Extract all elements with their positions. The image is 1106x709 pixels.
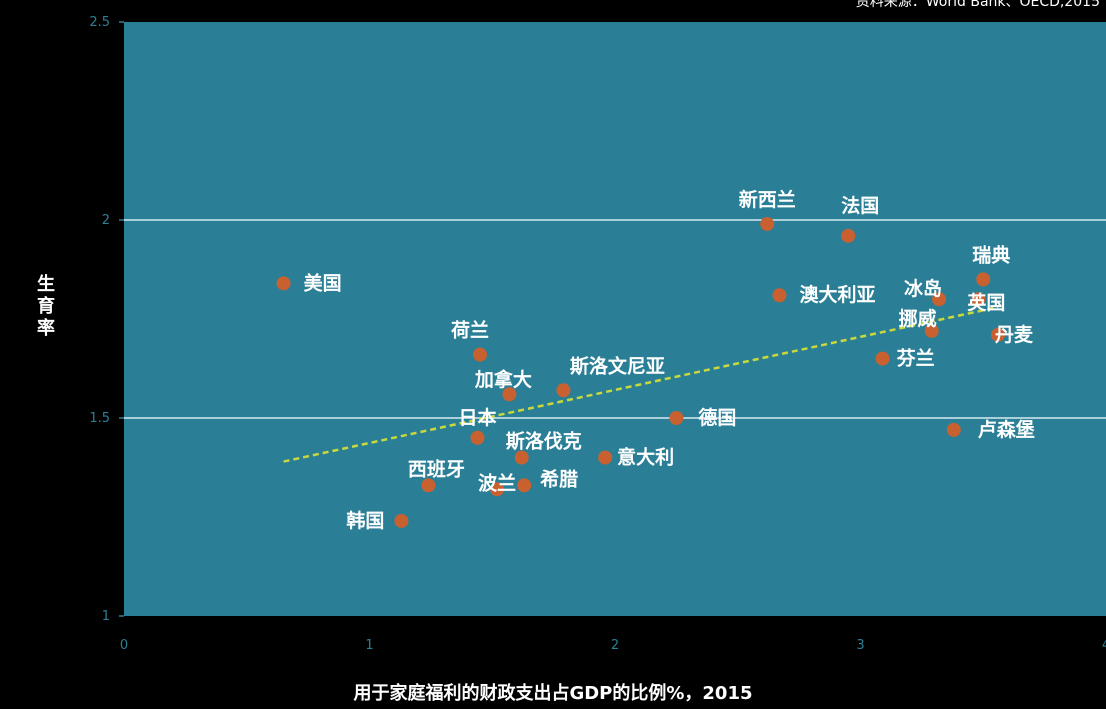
- point-label: 希腊: [540, 467, 578, 490]
- data-point: [276, 276, 291, 291]
- point-label: 丹麦: [995, 323, 1034, 346]
- point-label: 澳大利亚: [799, 283, 875, 306]
- data-point: [990, 327, 1005, 342]
- y-axis-title: 生育率: [37, 273, 55, 339]
- point-label: 波兰: [478, 471, 516, 494]
- data-point: [470, 430, 485, 445]
- point-label: 芬兰: [896, 347, 935, 370]
- y-axis-title-char: 育: [37, 295, 55, 317]
- data-point: [946, 422, 961, 437]
- point-label: 意大利: [617, 446, 674, 469]
- y-tick-label: 2: [102, 213, 110, 228]
- data-point: [598, 450, 613, 465]
- x-tick-label: 0: [120, 638, 128, 653]
- data-point: [841, 228, 856, 243]
- x-axis-title: 用于家庭福利的财政支出占GDP的比例%，2015: [353, 682, 752, 704]
- data-points: [276, 216, 1005, 528]
- data-point: [971, 292, 986, 307]
- data-point: [932, 292, 947, 307]
- y-tick-label: 2.5: [89, 15, 110, 30]
- point-label: 日本: [459, 406, 497, 429]
- data-point: [669, 411, 684, 425]
- x-tick-label: 4: [1102, 638, 1106, 653]
- data-point: [875, 351, 890, 366]
- point-label: 斯洛文尼亚: [570, 354, 665, 377]
- y-axis-title-char: 率: [37, 317, 55, 339]
- point-label: 冰岛: [904, 277, 942, 300]
- point-label: 法国: [841, 194, 879, 217]
- trendline: [283, 305, 999, 463]
- x-tick-label: 3: [856, 638, 864, 653]
- point-label: 西班牙: [408, 457, 465, 480]
- data-point: [394, 513, 409, 528]
- axis-ticks: 11.522.501234: [89, 15, 1106, 653]
- data-point: [490, 482, 505, 497]
- data-point: [760, 216, 775, 231]
- data-point: [517, 478, 532, 493]
- source-note: 资料来源：World Bank、OECD,2015: [856, 0, 1100, 10]
- point-label: 韩国: [346, 509, 384, 532]
- x-tick-label: 1: [365, 638, 373, 653]
- data-point: [976, 272, 991, 287]
- data-point: [514, 450, 529, 465]
- point-label: 荷兰: [451, 319, 489, 342]
- point-label: 英国: [967, 291, 1005, 314]
- gridlines: [124, 219, 1106, 419]
- x-tick-label: 2: [611, 638, 619, 653]
- data-point: [556, 383, 571, 398]
- y-tick-label: 1.5: [89, 411, 110, 426]
- data-point: [502, 387, 517, 402]
- data-point: [472, 347, 487, 362]
- data-point: [924, 323, 939, 338]
- y-axis-title-char: 生: [37, 273, 55, 295]
- y-tick-label: 1: [102, 609, 110, 624]
- point-label: 卢森堡: [978, 418, 1035, 441]
- point-label: 加拿大: [474, 368, 532, 391]
- point-label: 斯洛伐克: [506, 430, 582, 453]
- plot-area: [124, 22, 1106, 616]
- data-point: [421, 478, 436, 493]
- point-label: 新西兰: [739, 188, 796, 211]
- point-label: 瑞典: [972, 243, 1010, 266]
- point-label: 挪威: [899, 307, 937, 330]
- point-label: 美国: [304, 271, 342, 294]
- data-point: [772, 288, 787, 303]
- point-label: 德国: [698, 406, 736, 429]
